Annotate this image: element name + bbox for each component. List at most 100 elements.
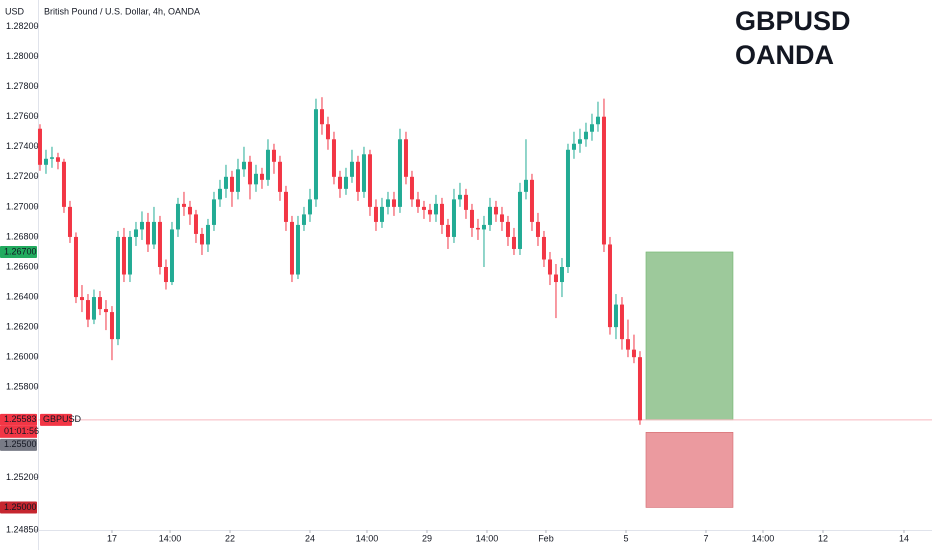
y-tick-label: 1.27800 — [6, 81, 39, 91]
entry-tag-bg — [0, 438, 37, 451]
candle-body — [109, 312, 114, 340]
candle-body — [595, 116, 600, 125]
candle-body — [637, 357, 642, 421]
candle-body — [583, 131, 588, 140]
candle-body — [223, 176, 228, 189]
candle-body — [373, 206, 378, 222]
candle-body — [409, 176, 414, 200]
candle-body — [271, 149, 276, 162]
candle-body — [571, 143, 576, 150]
x-tick-label: 17 — [107, 533, 117, 543]
candle-body — [361, 154, 366, 192]
candle-body — [259, 173, 264, 180]
candle-body — [535, 221, 540, 237]
y-tick-label: 1.26400 — [6, 291, 39, 301]
candle-body — [169, 229, 174, 283]
candle-body — [37, 128, 42, 165]
symbol-tag: GBPUSD — [43, 414, 82, 424]
x-tick-label: 7 — [703, 533, 708, 543]
candle-body — [385, 199, 390, 207]
candle-body — [331, 139, 336, 177]
entry-tag: 1.25500 — [4, 439, 37, 449]
y-tick-label: 1.25200 — [6, 472, 39, 482]
candle-body — [487, 206, 492, 225]
candle-body — [145, 221, 150, 245]
candle-body — [379, 206, 384, 222]
y-tick-label: 1.27600 — [6, 111, 39, 121]
y-tick-label: 1.26200 — [6, 321, 39, 331]
candle-body — [277, 161, 282, 192]
candle-body — [325, 124, 330, 140]
candle-body — [433, 203, 438, 215]
candle-body — [613, 304, 618, 328]
candle-body — [283, 191, 288, 222]
candle-body — [139, 221, 144, 230]
y-axis-unit: USD — [5, 6, 25, 16]
countdown: 01:01:56 — [4, 426, 39, 436]
stop-tag-bg — [0, 501, 37, 514]
price-tag-bg — [0, 413, 37, 426]
candle-body — [565, 149, 570, 267]
target-tag-bg — [0, 245, 37, 258]
candle-body — [607, 244, 612, 328]
candle-body — [163, 267, 168, 283]
y-tick-label: 1.28200 — [6, 21, 39, 31]
candle-body — [403, 139, 408, 177]
candle-body — [541, 236, 546, 260]
y-tick-label: 1.26800 — [6, 231, 39, 241]
candle-body — [103, 309, 108, 313]
candle-body — [265, 149, 270, 180]
candle-body — [439, 203, 444, 225]
candle-body — [445, 224, 450, 237]
candle-body — [229, 176, 234, 192]
candle-body — [451, 199, 456, 237]
candle-body — [67, 206, 72, 237]
watermark-broker: OANDA — [735, 40, 834, 70]
candle-body — [343, 176, 348, 189]
candle-body — [427, 209, 432, 215]
x-tick-label: 14:00 — [752, 533, 775, 543]
price-tag: 1.25583 — [4, 414, 37, 424]
candle-body — [415, 199, 420, 207]
candle-body — [301, 214, 306, 225]
candle-body — [553, 274, 558, 283]
candle-body — [61, 161, 66, 207]
y-tick-label: 1.24850 — [6, 524, 39, 534]
y-tick-label: 1.26000 — [6, 352, 39, 362]
candle-body — [247, 161, 252, 185]
candle-body — [493, 206, 498, 215]
candle-body — [523, 179, 528, 192]
candle-body — [157, 221, 162, 267]
candle-body — [463, 194, 468, 210]
candle-body — [367, 154, 372, 207]
countdown-bg — [0, 425, 37, 438]
x-tick-label: 22 — [225, 533, 235, 543]
profit-zone — [645, 251, 734, 421]
candle-body — [337, 176, 342, 189]
candle-body — [55, 157, 60, 162]
y-tick-label: 1.27000 — [6, 201, 39, 211]
candle-body — [313, 109, 318, 200]
candle-body — [319, 109, 324, 125]
candle-body — [85, 300, 90, 320]
candle-body — [499, 214, 504, 222]
candle-body — [511, 236, 516, 249]
x-tick-label: 14 — [899, 533, 909, 543]
candle-body — [49, 157, 54, 159]
x-tick-label: 29 — [422, 533, 432, 543]
candle-body — [559, 267, 564, 283]
x-tick-label: 12 — [818, 533, 828, 543]
candle-body — [397, 139, 402, 207]
candle-body — [469, 209, 474, 228]
candle-body — [619, 304, 624, 340]
candle-body — [79, 297, 84, 301]
candle-body — [547, 259, 552, 275]
candle-body — [295, 224, 300, 275]
candle-body — [631, 349, 636, 358]
x-tick-label: 24 — [305, 533, 315, 543]
symbol-tag-bg — [40, 413, 72, 426]
candle-body — [73, 236, 78, 298]
candle-body — [151, 221, 156, 245]
candle-body — [517, 191, 522, 249]
candle-body — [235, 169, 240, 192]
